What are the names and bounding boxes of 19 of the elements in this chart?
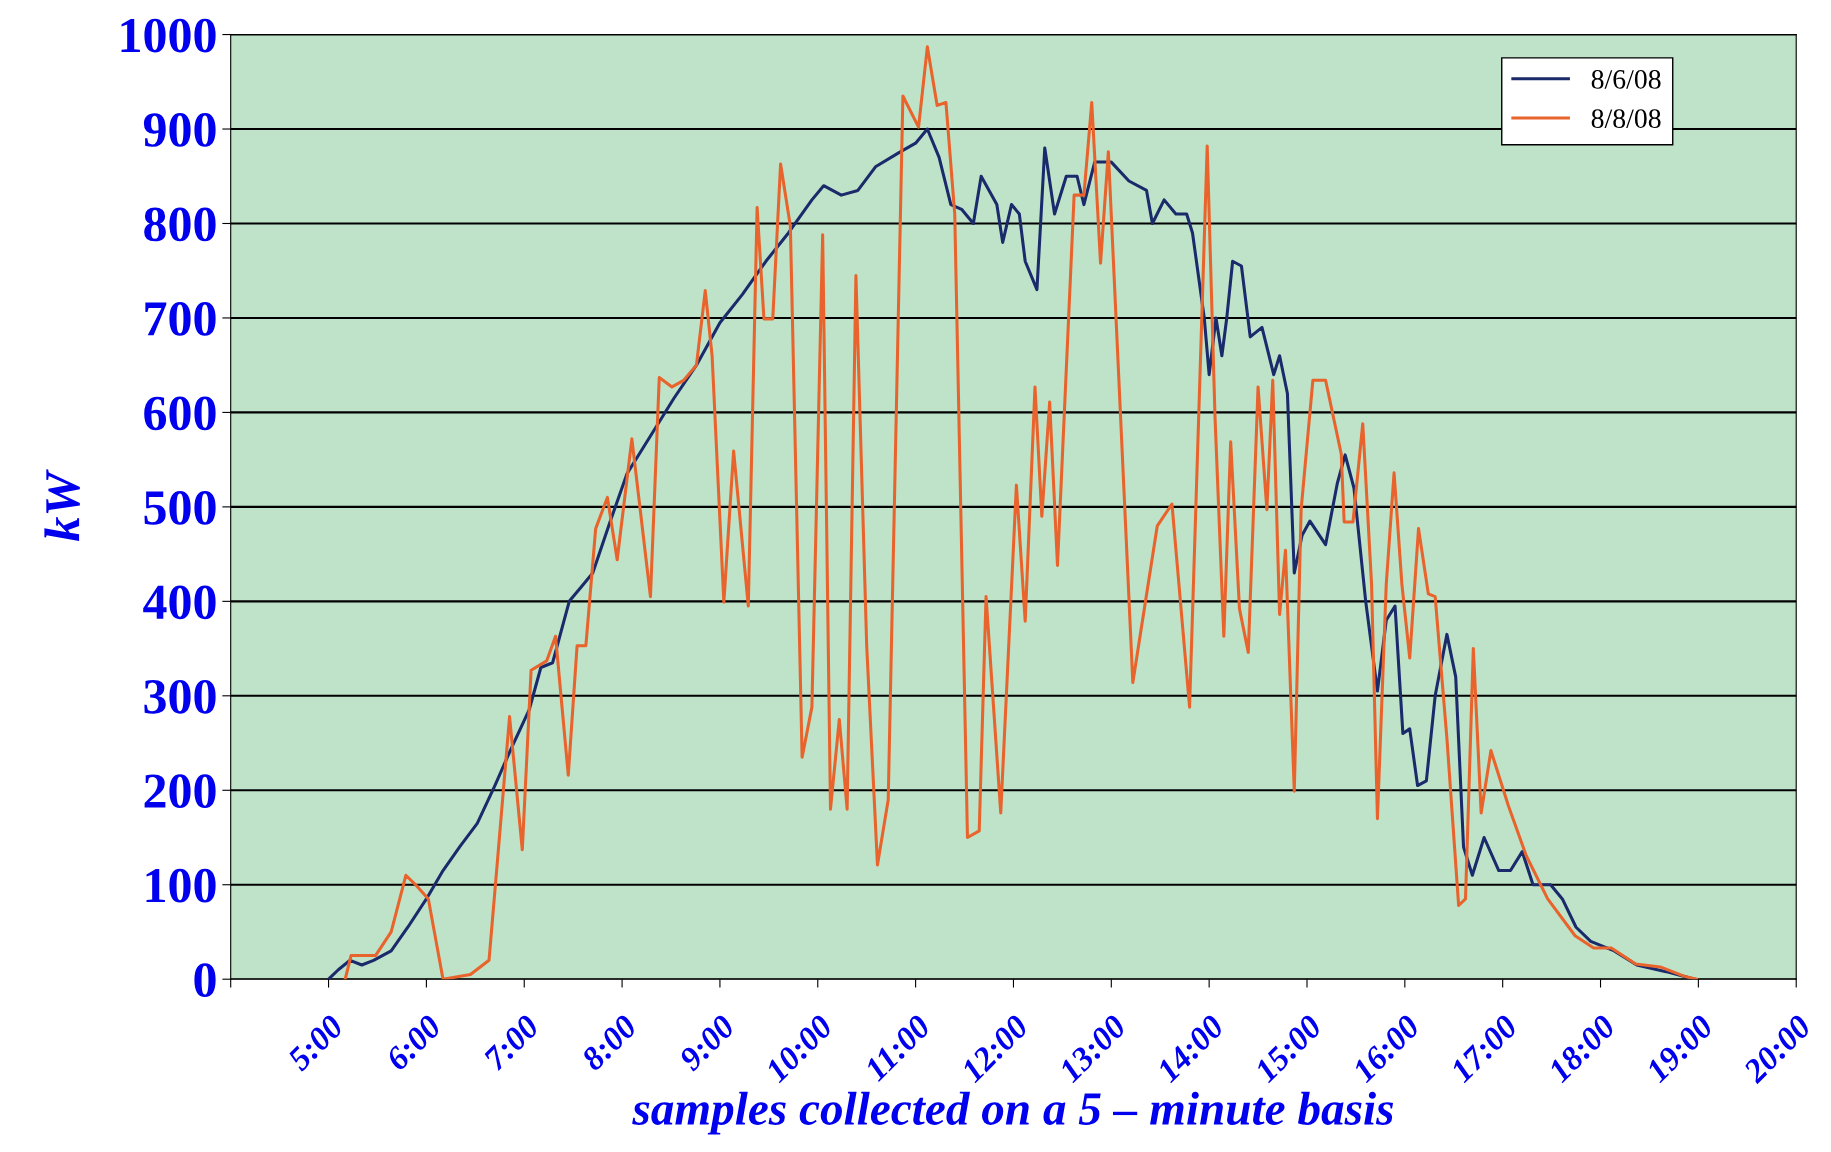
legend-label: 8/8/08	[1591, 109, 1661, 128]
y-tick-label: 600	[144, 396, 216, 431]
y-tick-label: 0	[194, 963, 216, 998]
x-tick-label: 9:00	[677, 1013, 737, 1073]
x-tick-label: 8:00	[579, 1013, 639, 1072]
x-tick-label: 6:00	[384, 1013, 443, 1072]
x-axis-title: samples collected on a 5 – minute basis	[632, 1091, 1394, 1135]
y-tick-label: 300	[144, 679, 216, 714]
y-tick-label: 1000	[121, 18, 216, 53]
y-tick-label: 900	[143, 113, 216, 147]
y-tick-label: 700	[145, 302, 216, 336]
y-axis-title: kW	[44, 469, 80, 541]
y-tick-label: 800	[144, 207, 216, 242]
y-tick-label: 500	[144, 490, 216, 525]
y-tick-label: 200	[144, 774, 216, 809]
x-tick-label: 7:00	[482, 1013, 541, 1072]
y-tick-label: 100	[146, 868, 216, 903]
legend-label: 8/6/08	[1591, 69, 1661, 89]
y-tick-label: 400	[143, 585, 216, 620]
